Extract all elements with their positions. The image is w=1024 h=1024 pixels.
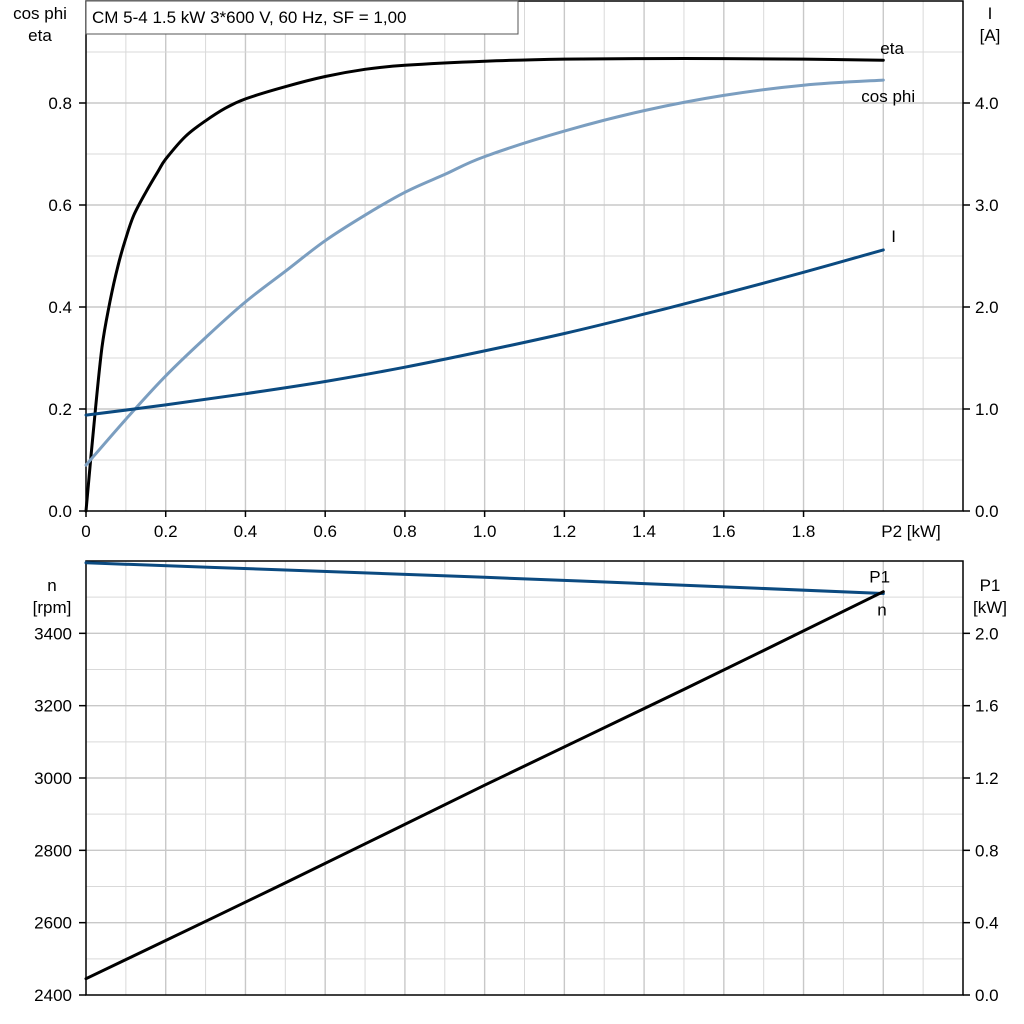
chart-title: CM 5-4 1.5 kW 3*600 V, 60 Hz, SF = 1,00 <box>92 8 407 27</box>
x-tick-label: 0.8 <box>393 522 417 541</box>
left-tick-label: 0.8 <box>48 94 72 113</box>
left-tick-label: 2600 <box>34 914 72 933</box>
series-line-n <box>84 561 885 595</box>
right-tick-label: 2.0 <box>975 298 999 317</box>
right-tick-label: 2.0 <box>975 624 999 643</box>
series-line-cos-phi <box>84 78 885 467</box>
right-tick-label: 0.8 <box>975 841 999 860</box>
right-tick-label: 0.0 <box>975 986 999 1005</box>
left-axis-label: n <box>47 576 56 595</box>
plot-frame <box>85 0 964 512</box>
left-axis-label: eta <box>28 26 52 45</box>
right-axis-label: P1 <box>980 576 1001 595</box>
series-line-i <box>84 248 885 417</box>
right-tick-label: 0.4 <box>975 914 999 933</box>
left-axis-label: cos phi <box>13 4 67 23</box>
grid-lines <box>86 1 963 511</box>
right-tick-label: 1.2 <box>975 769 999 788</box>
x-tick-label: 0.6 <box>313 522 337 541</box>
right-axis-label: [kW] <box>973 598 1007 617</box>
x-axis-label: P2 [kW] <box>881 522 941 541</box>
left-tick-label: 3400 <box>34 624 72 643</box>
left-tick-label: 2400 <box>34 986 72 1005</box>
top-panel: 0.0 0.2 0.4 0.6 0.8 0.0 1.0 2.0 3.0 4.0 0 0.2 0.4 0.6… <box>13 0 1001 541</box>
chart-title-box: CM 5-4 1.5 kW 3*600 V, 60 Hz, SF = 1,00 <box>85 0 519 35</box>
right-axis-label: [A] <box>980 26 1001 45</box>
x-tick-label: 1.6 <box>712 522 736 541</box>
x-tick-label: 0.4 <box>234 522 258 541</box>
left-tick-label: 3000 <box>34 769 72 788</box>
left-tick-label: 2800 <box>34 841 72 860</box>
series-label-p1: P1 <box>869 568 890 587</box>
left-tick-label: 0.6 <box>48 196 72 215</box>
bottom-panel: 2400 2600 2800 3000 3200 3400 0.0 0.4 0.8 1.2 1.6 2… <box>33 560 1007 1005</box>
x-tick-label: 0.2 <box>154 522 178 541</box>
x-tick-label: 0 <box>81 522 90 541</box>
series-line-eta <box>84 57 885 513</box>
left-tick-label: 0.2 <box>48 400 72 419</box>
right-tick-label: 1.6 <box>975 697 999 716</box>
title-box-frame <box>85 0 519 35</box>
series-line-p1 <box>84 590 885 981</box>
right-axis-label: I <box>988 4 993 23</box>
series-label-i: I <box>891 227 896 246</box>
right-tick-label: 3.0 <box>975 196 999 215</box>
left-tick-label: 3200 <box>34 697 72 716</box>
right-tick-label: 1.0 <box>975 400 999 419</box>
x-tick-label: 1.4 <box>632 522 656 541</box>
grid-lines <box>86 561 963 995</box>
x-tick-label: 1.0 <box>473 522 497 541</box>
series-label-cos-phi: cos phi <box>861 87 915 106</box>
right-tick-label: 0.0 <box>975 502 999 521</box>
left-tick-label: 0.0 <box>48 502 72 521</box>
x-tick-label: 1.2 <box>553 522 577 541</box>
left-axis-label: [rpm] <box>33 598 72 617</box>
left-tick-label: 0.4 <box>48 298 72 317</box>
x-tick-label: 1.8 <box>792 522 816 541</box>
right-tick-label: 4.0 <box>975 94 999 113</box>
series-label-n: n <box>877 601 886 620</box>
series-label-eta: eta <box>880 39 904 58</box>
